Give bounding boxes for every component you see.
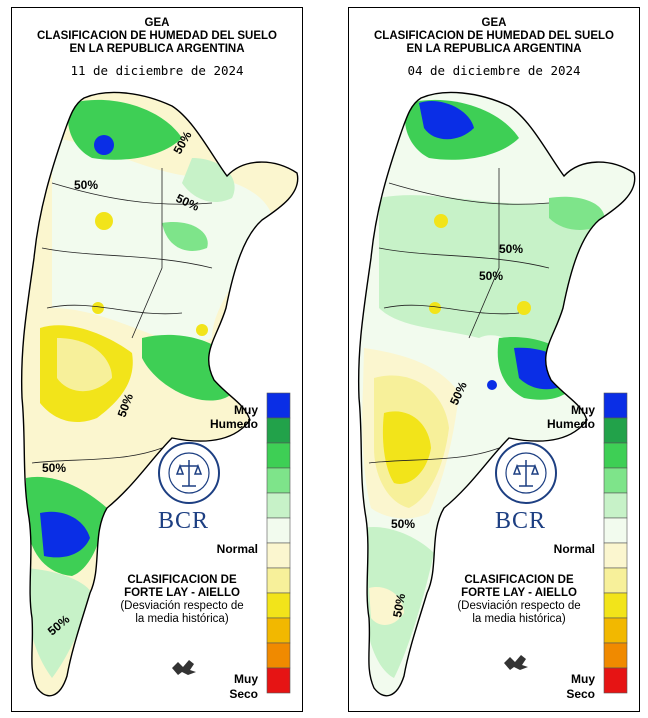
contour-label: 50% [74,178,98,192]
bcr-seal-logo [495,442,557,504]
map-subtitle: EN LA REPUBLICA ARGENTINA [69,43,245,55]
legend-label-muy: Muy [571,403,595,417]
legend-swatch-humedo-3 [603,417,628,444]
legend-swatch-seco-4 [266,642,291,669]
malvinas-islands-icon [504,655,528,670]
argentina-map-left: 50% 50% 50% 50% 50% 50% [20,91,299,697]
classification-line4: la media histórica) [472,613,566,625]
map-date: 11 de diciembre de 2024 [70,63,244,78]
legend-label-muy: Muy [234,403,258,417]
legend-color-scale [266,392,291,694]
map-subtitle: EN LA REPUBLICA ARGENTINA [406,43,582,55]
classification-note: CLASIFICACION DE FORTE LAY - AIELLO (Des… [114,574,250,626]
bcr-logo-text: BCR [495,508,547,534]
legend-swatch-seco-1 [266,567,291,594]
legend-label-seco: Seco [229,687,258,701]
legend-swatch-levemente-seco [266,542,291,569]
legend-swatch-normal [266,517,291,544]
legend-swatch-seco-4 [603,642,628,669]
soil-moisture-map-panel-right: 50% 50% 50% 50% 50% GEA CLASIFICACION DE… [348,7,640,712]
legend-swatch-normal [603,517,628,544]
soil-moisture-map-panel-left: 50% 50% 50% 50% 50% 50% GEA CLASIFICACIO… [11,7,303,712]
legend-swatch-levemente-humedo [603,492,628,519]
argentina-map-right: 50% 50% 50% 50% 50% [357,91,636,697]
contour-label: 50% [479,269,503,283]
legend-swatch-humedo-1 [266,467,291,494]
legend-swatch-levemente-seco [603,542,628,569]
classification-line3: (Desviación respecto de [120,600,244,612]
legend-swatch-humedo-2 [603,442,628,469]
classification-note: CLASIFICACION DE FORTE LAY - AIELLO (Des… [451,574,587,626]
legend-label-normal: Normal [553,542,595,556]
legend-swatch-seco-2 [266,592,291,619]
legend-swatch-seco-3 [603,617,628,644]
map-title: CLASIFICACION DE HUMEDAD DEL SUELO [36,30,278,42]
contour-label: 50% [391,517,415,531]
legend-label-normal: Normal [216,542,258,556]
legend-label-humedo: Humedo [210,417,258,431]
map-date: 04 de diciembre de 2024 [407,63,581,78]
malvinas-islands-icon [172,660,196,675]
classification-line1: CLASIFICACION DE [127,574,237,586]
classification-line1: CLASIFICACION DE [464,574,574,586]
legend-swatch-humedo-3 [266,417,291,444]
classification-line4: la media histórica) [135,613,229,625]
contour-label: 50% [390,592,408,618]
map-title: CLASIFICACION DE HUMEDAD DEL SUELO [373,30,615,42]
bcr-seal-logo [158,442,220,504]
legend-swatch-muy-seco [603,667,628,694]
classification-line2: FORTE LAY - AIELLO [124,587,240,599]
legend-swatch-levemente-humedo [266,492,291,519]
contour-label: 50% [42,461,66,475]
classification-line2: FORTE LAY - AIELLO [461,587,577,599]
legend-swatch-humedo-1 [603,467,628,494]
legend-swatch-seco-3 [266,617,291,644]
legend-swatch-seco-1 [603,567,628,594]
legend-label-muy-dry: Muy [571,672,595,686]
bcr-logo-text: BCR [158,508,210,534]
classification-line3: (Desviación respecto de [457,600,581,612]
legend-label-humedo: Humedo [547,417,595,431]
legend-swatch-muy-seco [266,667,291,694]
legend-color-scale [603,392,628,694]
legend-swatch-humedo-2 [266,442,291,469]
legend-swatch-seco-2 [603,592,628,619]
agency-title: GEA [144,17,170,29]
legend-label-seco: Seco [566,687,595,701]
legend-swatch-muy-humedo [266,392,291,419]
legend-swatch-muy-humedo [603,392,628,419]
agency-title: GEA [481,17,507,29]
legend-label-muy-dry: Muy [234,672,258,686]
contour-label: 50% [499,242,523,256]
